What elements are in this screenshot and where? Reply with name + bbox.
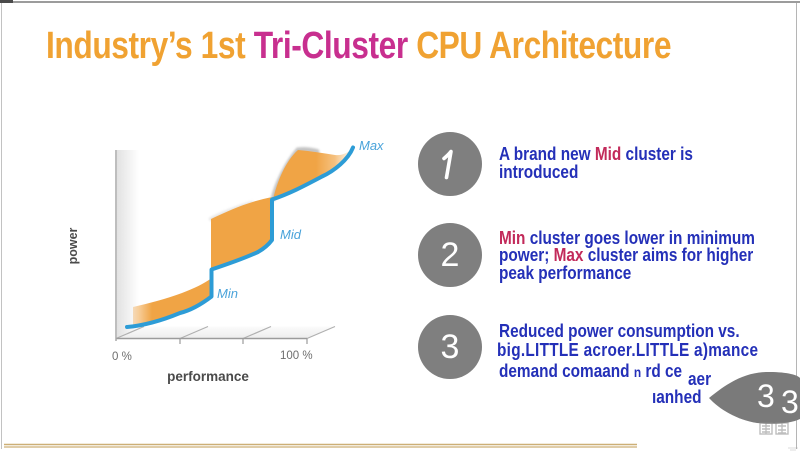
svg-text:Mid: Mid xyxy=(280,227,302,242)
svg-text:performance: performance xyxy=(167,369,249,384)
svg-text:power: power xyxy=(66,227,80,264)
svg-text:Min: Min xyxy=(217,286,238,301)
svg-text:3: 3 xyxy=(757,378,775,414)
svg-text:100 %: 100 % xyxy=(280,350,313,362)
svg-text:0 %: 0 % xyxy=(112,351,132,363)
svg-text:Max: Max xyxy=(359,138,384,153)
svg-text:3: 3 xyxy=(781,384,799,420)
